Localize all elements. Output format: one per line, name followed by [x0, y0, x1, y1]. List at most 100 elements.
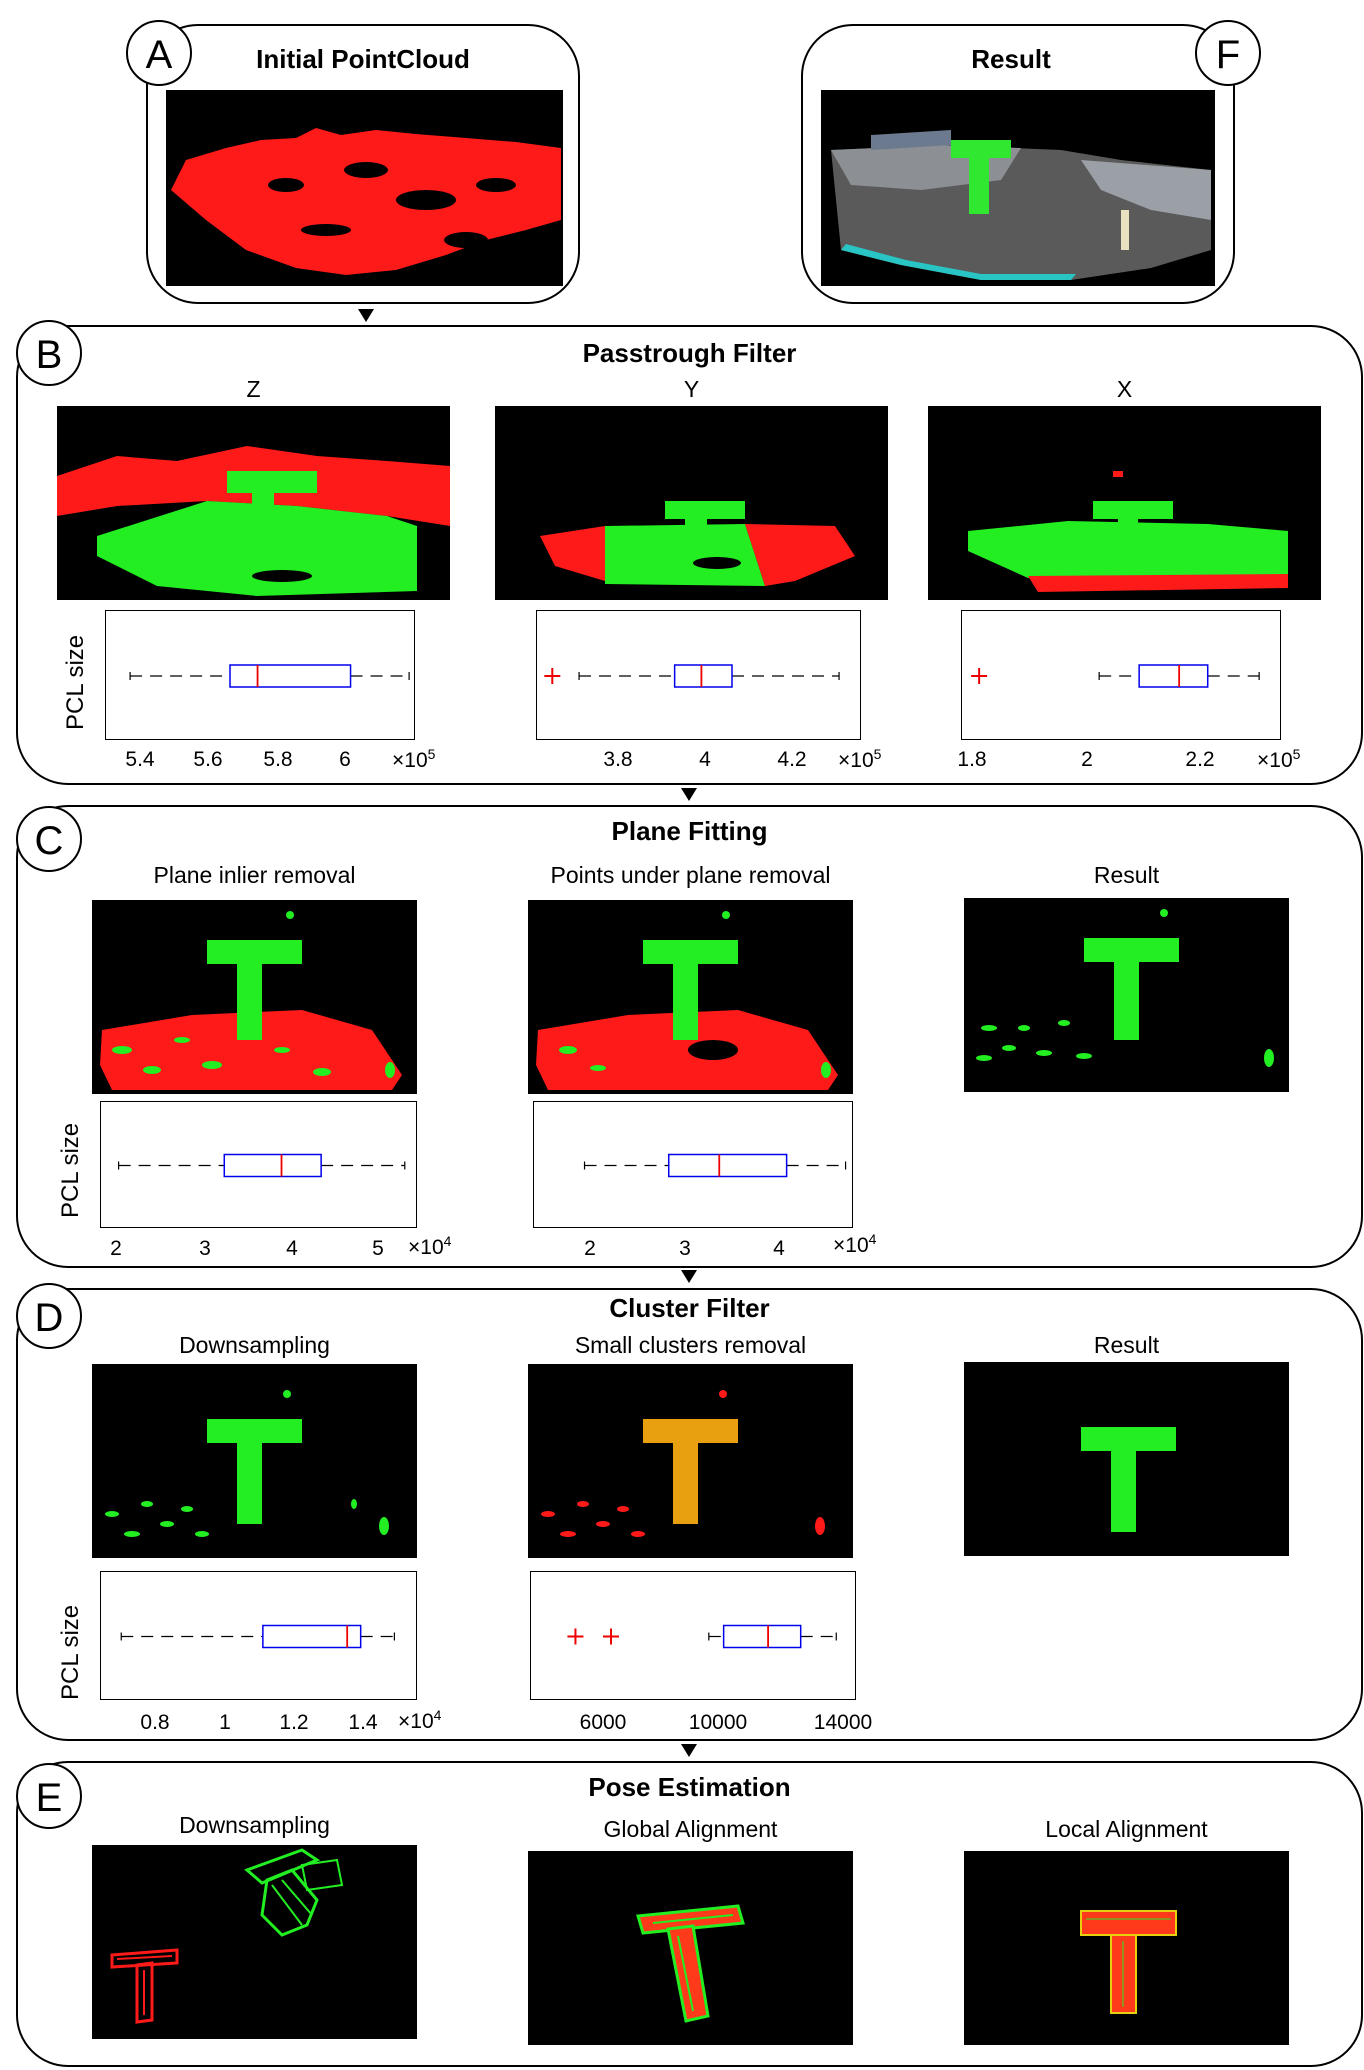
iqr-box: [262, 1624, 362, 1649]
global-alignment-image: [528, 1851, 853, 2045]
boxplot-c-1: [100, 1101, 417, 1228]
boxplot-c-1-svg: [118, 1153, 406, 1178]
small-clusters-removal-image: [528, 1364, 853, 1558]
multiplier-base: ×10: [1257, 749, 1293, 772]
multiplier-base: ×10: [838, 749, 874, 772]
tick: 3.8: [603, 748, 633, 771]
tick: 6: [339, 748, 351, 771]
boxplot-d-1: [100, 1571, 417, 1700]
panel-e-title: Pose Estimation: [588, 1772, 791, 1802]
tick: 2: [584, 1237, 596, 1260]
iqr-box: [667, 1153, 788, 1178]
col-label-y: Y: [683, 376, 700, 402]
tick: 2: [1081, 748, 1093, 771]
col-label-local-alignment: Local Alignment: [1045, 1816, 1208, 1842]
panel-e-letter: E: [16, 1763, 82, 1829]
local-alignment-image: [964, 1851, 1289, 2045]
tick: 4.2: [777, 748, 807, 771]
tick: 4: [699, 748, 711, 771]
multiplier: ×104: [408, 1233, 451, 1260]
iqr-box: [722, 1624, 802, 1649]
initial-pointcloud-image: [166, 90, 563, 286]
panel-c-title: Plane Fitting: [611, 816, 768, 846]
tick: 1: [219, 1711, 231, 1734]
panel-b-letter: B: [16, 320, 82, 386]
tick: 2.2: [1185, 748, 1215, 771]
iqr-box: [229, 664, 352, 688]
panel-f-title: Result: [971, 44, 1051, 74]
arrow-c-to-d: [681, 1270, 697, 1283]
panel-c-letter: C: [16, 806, 82, 872]
passthrough-z-image: [57, 406, 450, 600]
cluster-downsampling-image: [92, 1364, 417, 1558]
iqr-box: [673, 664, 733, 688]
d-ylabel: PCL size: [57, 1604, 84, 1700]
tick: 5: [372, 1237, 384, 1260]
boxplot-b-x: [961, 610, 1281, 740]
col-label-downsampling: Downsampling: [179, 1812, 330, 1838]
iqr-box: [223, 1153, 322, 1178]
panel-f-letter: F: [1195, 20, 1261, 86]
col-label-x: X: [1116, 376, 1133, 402]
multiplier-exp: 4: [443, 1233, 452, 1249]
tick: 1.8: [957, 748, 987, 771]
col-label-z: Z: [246, 376, 261, 402]
multiplier-exp: 4: [433, 1707, 442, 1723]
multiplier-base: ×10: [833, 1234, 869, 1257]
tick: 2: [110, 1237, 122, 1260]
multiplier-base: ×10: [408, 1236, 444, 1259]
tick: 6000: [579, 1711, 627, 1734]
points-under-plane-removal-image: [528, 900, 853, 1094]
arrow-b-to-c: [681, 788, 697, 801]
boxplot-b-z: [105, 610, 415, 740]
col-label-result: Result: [1093, 1332, 1160, 1358]
col-label-small-clusters-removal: Small clusters removal: [574, 1332, 807, 1358]
multiplier: ×105: [838, 746, 881, 773]
panel-b-title: Passtrough Filter: [582, 338, 797, 368]
boxplot-d-2: [530, 1571, 856, 1700]
panel-d-title: Cluster Filter: [609, 1293, 770, 1323]
passthrough-y-image: [495, 406, 888, 600]
tick: 10000: [688, 1711, 748, 1734]
final-result-image: [821, 90, 1215, 286]
col-label-result: Result: [1093, 862, 1160, 888]
tick: 4: [773, 1237, 785, 1260]
col-label-points-under-plane-removal: Points under plane removal: [550, 862, 831, 888]
tick: 0.8: [140, 1711, 170, 1734]
multiplier-exp: 4: [868, 1231, 877, 1247]
tick: 1.2: [279, 1711, 309, 1734]
panel-d-letter: D: [16, 1283, 82, 1349]
panel-a-letter: A: [126, 20, 192, 86]
boxplot-b-z-svg: [129, 664, 410, 688]
c-ylabel: PCL size: [57, 1122, 84, 1218]
tick: 3: [679, 1237, 691, 1260]
b-ylabel: PCL size: [62, 634, 89, 730]
boxplot-c-2-svg: [583, 1153, 847, 1178]
tick: 1.4: [348, 1711, 378, 1734]
multiplier-exp: 5: [427, 746, 436, 762]
boxplot-b-x-svg: [971, 664, 1260, 688]
iqr-box: [1138, 664, 1209, 688]
pose-downsampling-image: [92, 1845, 417, 2039]
plane-fitting-result-image: [964, 898, 1289, 1092]
boxplot-b-y-svg: [544, 664, 840, 688]
tick: 5.6: [193, 748, 223, 771]
tick: 4: [286, 1237, 298, 1260]
tick: 5.4: [125, 748, 155, 771]
passthrough-x-image: [928, 406, 1321, 600]
col-label-global-alignment: Global Alignment: [603, 1816, 778, 1842]
multiplier-exp: 5: [1292, 746, 1301, 762]
multiplier-base: ×10: [392, 749, 428, 772]
arrow-d-to-e: [681, 1744, 697, 1757]
boxplot-b-y: [536, 610, 861, 740]
arrow-a-to-b: [358, 309, 374, 322]
boxplot-c-2: [533, 1101, 853, 1228]
tick: 14000: [813, 1711, 873, 1734]
panel-a-title: Initial PointCloud: [256, 44, 470, 74]
multiplier: ×105: [392, 746, 435, 773]
col-label-downsampling: Downsampling: [179, 1332, 330, 1358]
multiplier: ×104: [833, 1231, 876, 1258]
boxplot-d-2-svg: [567, 1624, 837, 1649]
boxplot-d-1-svg: [120, 1624, 395, 1649]
plane-inlier-removal-image: [92, 900, 417, 1094]
